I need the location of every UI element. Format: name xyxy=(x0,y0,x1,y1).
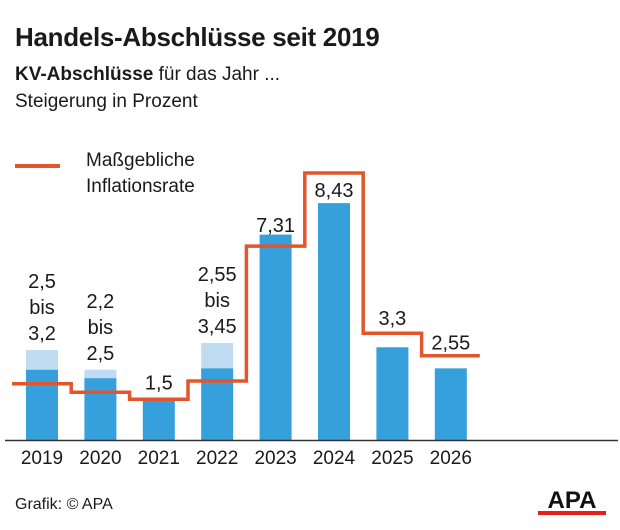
x-tick-label-2024: 2024 xyxy=(313,448,356,469)
bar-2024 xyxy=(318,203,350,440)
legend-label-line2: Inflationsrate xyxy=(86,176,195,197)
x-tick-label-2022: 2022 xyxy=(196,448,238,469)
data-label-2019-2: 3,2 xyxy=(28,323,56,345)
x-tick-label-2025: 2025 xyxy=(371,448,413,469)
data-label-2020-0: 2,2 xyxy=(86,291,114,313)
data-label-2019-0: 2,5 xyxy=(28,271,56,293)
subtitle-bold: KV-Abschlüsse xyxy=(15,64,154,85)
x-tick-label-2021: 2021 xyxy=(138,448,180,469)
legend-line-swatch xyxy=(15,164,60,168)
data-label-2024-0: 8,43 xyxy=(315,180,354,202)
bar-2022 xyxy=(201,368,234,440)
data-label-2020-2: 2,5 xyxy=(86,343,114,365)
data-label-2022-2: 3,45 xyxy=(198,316,237,338)
x-tick-label-2019: 2019 xyxy=(21,448,63,469)
x-tick-label-2023: 2023 xyxy=(254,448,296,469)
bar-range-2020 xyxy=(84,369,117,379)
bar-range-2019 xyxy=(26,350,58,370)
bar-2019 xyxy=(26,369,58,440)
x-tick-label-2026: 2026 xyxy=(430,448,472,469)
data-label-2022-1: bis xyxy=(204,290,230,312)
data-label-2022-0: 2,55 xyxy=(198,264,237,286)
legend-label: Maßgebliche Inflationsrate xyxy=(86,148,256,200)
legend-label-line1: Maßgebliche xyxy=(86,150,195,171)
bar-2026 xyxy=(434,368,467,440)
bar-range-2022 xyxy=(201,343,234,369)
bar-2023 xyxy=(259,234,292,440)
subtitle-rest: für das Jahr ... xyxy=(153,64,281,85)
bar-2025 xyxy=(376,347,409,440)
data-label-2020-1: bis xyxy=(88,317,114,339)
inflation-step-line xyxy=(12,171,480,402)
chart-subtitle: KV-Abschlüsse für das Jahr ... xyxy=(15,64,280,86)
bar-2020 xyxy=(84,378,117,440)
apa-logo-bar xyxy=(538,511,606,515)
data-label-2026-0: 2,55 xyxy=(431,333,470,355)
apa-logo-text: APA xyxy=(548,487,597,514)
data-label-2021-0: 1,5 xyxy=(145,372,173,394)
source-credit: Grafik: © APA xyxy=(15,496,113,513)
data-label-2019-1: bis xyxy=(29,297,55,319)
bar-2021 xyxy=(142,397,175,440)
data-label-2025-0: 3,3 xyxy=(378,308,406,330)
data-label-2023-0: 7,31 xyxy=(256,215,295,237)
x-tick-label-2020: 2020 xyxy=(79,448,121,469)
chart-unit-subtitle: Steigerung in Prozent xyxy=(15,91,198,112)
chart-title: Handels-Abschlüsse seit 2019 xyxy=(15,22,380,52)
apa-logo: APA xyxy=(538,487,606,515)
